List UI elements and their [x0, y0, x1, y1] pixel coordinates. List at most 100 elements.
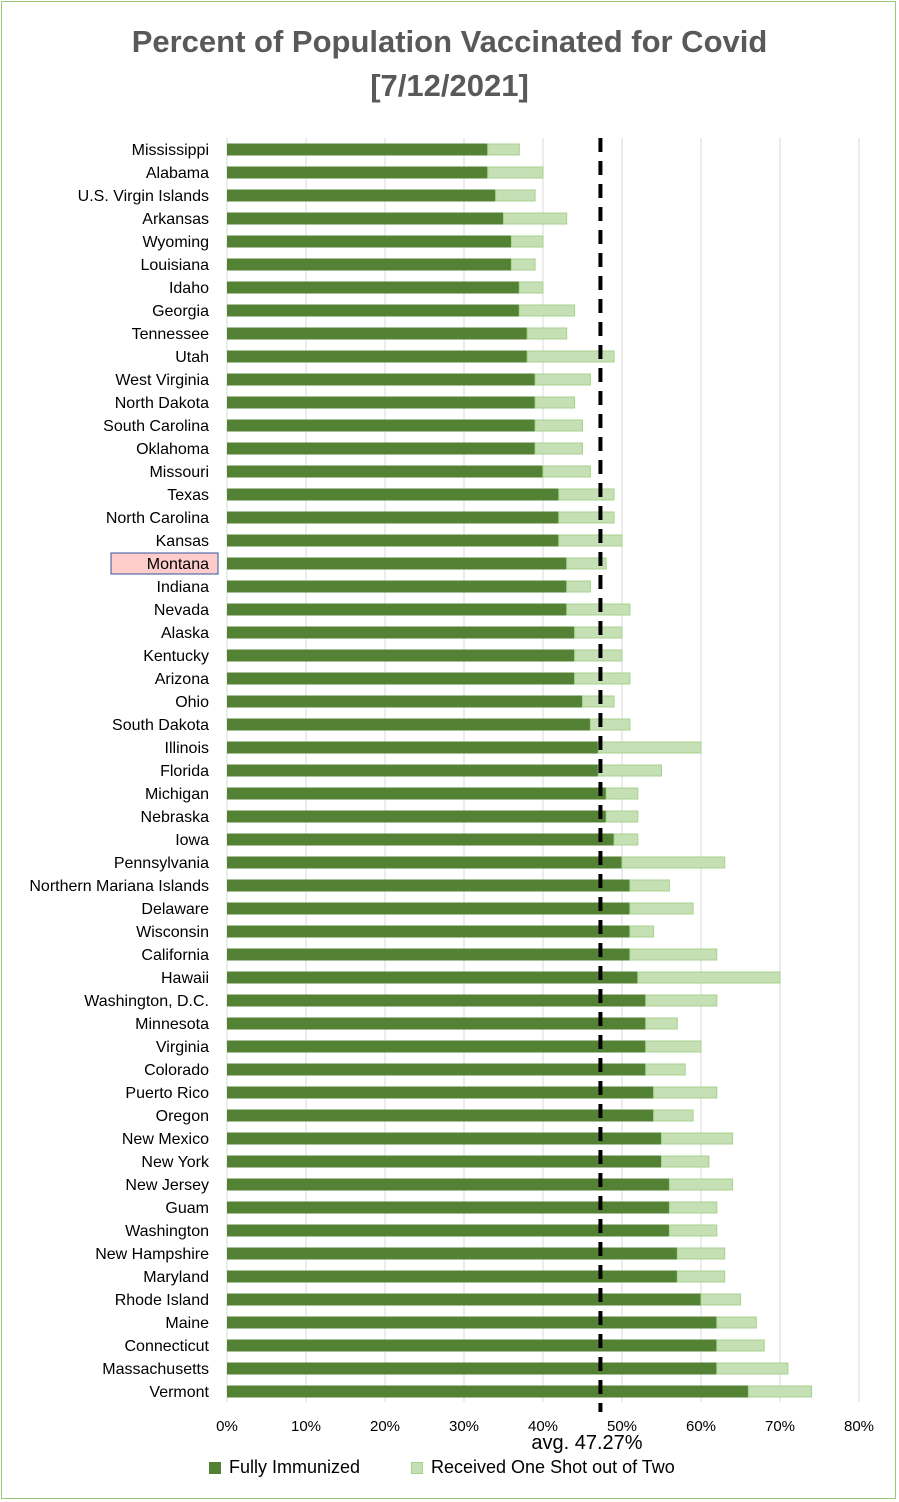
category-label: Puerto Rico	[125, 1085, 209, 1102]
bar-one-shot	[510, 258, 536, 271]
category-label: Nebraska	[141, 809, 210, 826]
bar-one-shot	[716, 1316, 757, 1329]
category-label: Hawaii	[161, 970, 209, 987]
bar-one-shot	[597, 764, 662, 777]
bar-fully-immunized	[227, 603, 567, 616]
category-label: Guam	[165, 1200, 209, 1217]
bar-one-shot	[700, 1293, 741, 1306]
bar-fully-immunized	[227, 810, 607, 823]
category-label: Florida	[160, 763, 209, 780]
bar-one-shot	[629, 879, 670, 892]
bar-one-shot	[510, 235, 544, 248]
bar-one-shot	[518, 304, 576, 317]
category-label: Nevada	[154, 602, 209, 619]
x-tick-label: 50%	[607, 1418, 637, 1435]
bar-fully-immunized	[227, 1132, 662, 1145]
bar-fully-immunized	[227, 833, 615, 846]
bar-fully-immunized	[227, 557, 567, 570]
bar-one-shot	[589, 718, 631, 731]
bar-one-shot	[716, 1339, 765, 1352]
x-tick-label: 80%	[844, 1418, 874, 1435]
category-label: New York	[141, 1154, 210, 1171]
chart-subtitle: [7/12/2021]	[370, 68, 529, 103]
bar-one-shot	[629, 948, 718, 961]
legend-swatch-fully-immunized	[209, 1461, 221, 1474]
bar-fully-immunized	[227, 442, 536, 455]
category-label: Missouri	[149, 464, 209, 481]
bar-fully-immunized	[227, 879, 630, 892]
category-label: U.S. Virgin Islands	[78, 188, 209, 205]
bar-one-shot	[668, 1224, 718, 1237]
bar-one-shot	[487, 166, 544, 179]
category-label: Arizona	[155, 671, 209, 688]
category-label: South Carolina	[103, 418, 209, 435]
x-tick-label: 10%	[291, 1418, 321, 1435]
bar-one-shot	[566, 603, 631, 616]
bar-fully-immunized	[227, 396, 536, 409]
category-label: Maine	[165, 1315, 209, 1332]
bar-fully-immunized	[227, 1201, 670, 1214]
category-label: Ohio	[175, 694, 209, 711]
category-label: New Jersey	[125, 1177, 209, 1194]
category-label: Texas	[167, 487, 209, 504]
bar-fully-immunized	[227, 1155, 662, 1168]
category-label: Oregon	[156, 1108, 209, 1125]
bar-one-shot	[534, 442, 583, 455]
legend-label: Fully Immunized	[229, 1457, 361, 1477]
bar-fully-immunized	[227, 649, 575, 662]
legend-swatch-one-shot	[411, 1461, 423, 1474]
bar-one-shot	[566, 557, 607, 570]
bar-one-shot	[503, 212, 568, 225]
x-tick-label: 60%	[686, 1418, 716, 1435]
bar-fully-immunized	[227, 971, 638, 984]
bar-one-shot	[661, 1132, 734, 1145]
bar-fully-immunized	[227, 626, 575, 639]
bar-one-shot	[637, 971, 781, 984]
category-label: Alabama	[146, 165, 209, 182]
category-label: Pennsylvania	[114, 855, 209, 872]
bar-fully-immunized	[227, 373, 536, 386]
bar-fully-immunized	[227, 534, 559, 547]
category-label: Massachusetts	[102, 1361, 209, 1378]
bar-one-shot	[621, 856, 726, 869]
bar-fully-immunized	[227, 488, 559, 501]
category-label: Wisconsin	[136, 924, 209, 941]
bar-fully-immunized	[227, 327, 528, 340]
category-label: Idaho	[169, 280, 209, 297]
legend-item-one-shot: Received One Shot out of Two	[411, 1457, 675, 1478]
bar-one-shot	[653, 1086, 718, 1099]
category-label: Connecticut	[125, 1338, 210, 1355]
bar-one-shot	[645, 994, 718, 1007]
category-label: Rhode Island	[115, 1292, 209, 1309]
category-label: Delaware	[141, 901, 209, 918]
bar-fully-immunized	[227, 258, 512, 271]
bar-one-shot	[645, 1017, 678, 1030]
bar-one-shot	[645, 1040, 702, 1053]
bar-fully-immunized	[227, 1086, 654, 1099]
legend-item-fully-immunized: Fully Immunized	[209, 1457, 360, 1478]
bar-fully-immunized	[227, 1247, 678, 1260]
bar-fully-immunized	[227, 994, 646, 1007]
category-label: Wyoming	[142, 234, 209, 251]
bar-fully-immunized	[227, 856, 622, 869]
category-labels: Mississippi Alabama U.S. Virgin Islands Ark…	[29, 142, 219, 1401]
bar-one-shot	[534, 419, 583, 432]
category-label: Kansas	[156, 533, 209, 550]
bar-fully-immunized	[227, 419, 536, 432]
category-label: North Dakota	[115, 395, 209, 412]
x-tick-label: 40%	[528, 1418, 558, 1435]
category-label: Illinois	[165, 740, 209, 757]
category-label: Georgia	[152, 303, 209, 320]
bars	[227, 143, 813, 1398]
bar-fully-immunized	[227, 672, 575, 685]
bar-one-shot	[574, 626, 623, 639]
bar-one-shot	[605, 787, 639, 800]
category-label: Mississippi	[132, 142, 209, 159]
category-label: Colorado	[144, 1062, 209, 1079]
legend: Fully Immunized Received One Shot out of…	[0, 1457, 899, 1481]
bar-one-shot	[566, 580, 591, 593]
bar-one-shot	[645, 1063, 686, 1076]
bar-one-shot	[495, 189, 536, 202]
category-label: Virginia	[156, 1039, 209, 1056]
bar-fully-immunized	[227, 764, 599, 777]
